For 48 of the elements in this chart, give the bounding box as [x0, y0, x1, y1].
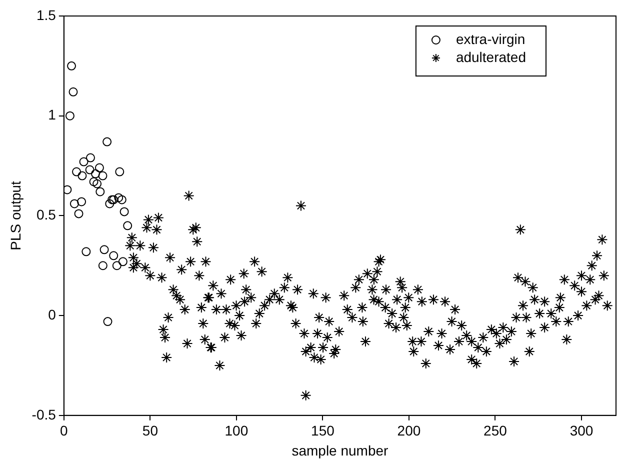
point	[89, 177, 98, 186]
point	[74, 209, 84, 218]
point	[78, 171, 87, 180]
x-axis-title: sample number	[292, 442, 389, 458]
point	[96, 187, 105, 196]
x-tick-label: 150	[311, 422, 335, 439]
point	[114, 193, 124, 202]
point	[98, 171, 108, 180]
point	[92, 179, 102, 188]
point	[98, 261, 108, 270]
point	[90, 169, 100, 178]
point	[103, 317, 112, 326]
point	[70, 199, 79, 208]
point	[109, 251, 118, 260]
point	[118, 257, 128, 266]
x-tick-label: 200	[397, 422, 421, 439]
point	[123, 221, 132, 230]
point	[65, 111, 74, 120]
point	[77, 197, 86, 206]
point	[85, 165, 94, 174]
y-tick-label: -0.5	[32, 406, 56, 422]
y-tick-label: 0	[48, 306, 56, 322]
legend-label: adulterated	[456, 48, 526, 65]
point	[120, 207, 129, 216]
legend-label: extra-virgin	[456, 30, 526, 47]
y-tick-label: 1.5	[36, 6, 56, 23]
point	[86, 153, 95, 162]
point	[68, 87, 78, 96]
point	[72, 167, 82, 176]
y-tick-label: 1	[48, 106, 56, 123]
x-tick-label: 250	[484, 422, 508, 439]
point	[64, 185, 72, 194]
y-tick-label: 0.5	[36, 206, 56, 223]
point	[105, 199, 114, 208]
x-tick-label: 300	[570, 422, 594, 439]
x-tick-label: 100	[224, 422, 248, 439]
point	[67, 61, 76, 70]
point	[100, 245, 109, 254]
point	[117, 195, 126, 204]
point	[94, 163, 104, 172]
point	[102, 137, 112, 146]
y-axis-title: PLS output	[7, 180, 24, 250]
point	[115, 167, 124, 176]
point	[79, 157, 88, 166]
point	[82, 247, 91, 256]
x-tick-label: 0	[60, 422, 68, 439]
point	[112, 261, 122, 270]
x-tick-label: 50	[142, 422, 158, 439]
